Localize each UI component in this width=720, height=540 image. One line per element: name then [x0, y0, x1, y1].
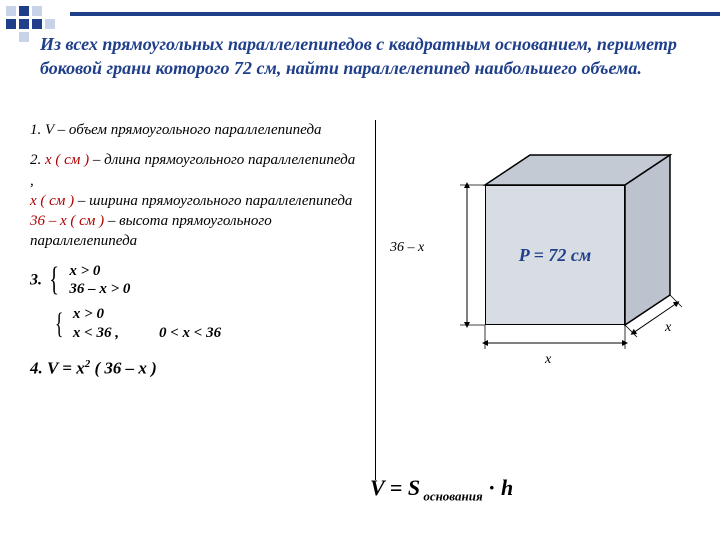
vertical-divider — [375, 120, 376, 480]
volume-formula: V = S основания · h — [370, 475, 513, 504]
depth-dim-label: x — [665, 320, 671, 336]
step-3-system: 3. { x > 0 36 – x > 0 — [30, 262, 360, 300]
height-dim-label: 36 – x — [390, 240, 424, 256]
diagram-area: P = 72 см — [390, 120, 710, 500]
step-1: 1. V – объем прямоугольного параллелепип… — [30, 120, 360, 140]
content-area: 1. V – объем прямоугольного параллелепип… — [30, 120, 700, 520]
step-3-system-resolved: { x > 0 x < 36 ,0 < x < 36 — [52, 305, 360, 343]
dimension-arrows — [445, 135, 705, 375]
width-dim-label: x — [545, 352, 551, 368]
cuboid-diagram: P = 72 см — [445, 135, 695, 365]
header-rule — [70, 12, 720, 16]
problem-title: Из всех прямоугольных параллелепипедов с… — [40, 32, 690, 81]
step-2: 2. x ( см ) – длина прямоугольного парал… — [30, 150, 360, 251]
step-4-volume: 4. V = x2 ( 36 – x ) — [30, 357, 360, 381]
solution-text: 1. V – объем прямоугольного параллелепип… — [30, 120, 360, 380]
